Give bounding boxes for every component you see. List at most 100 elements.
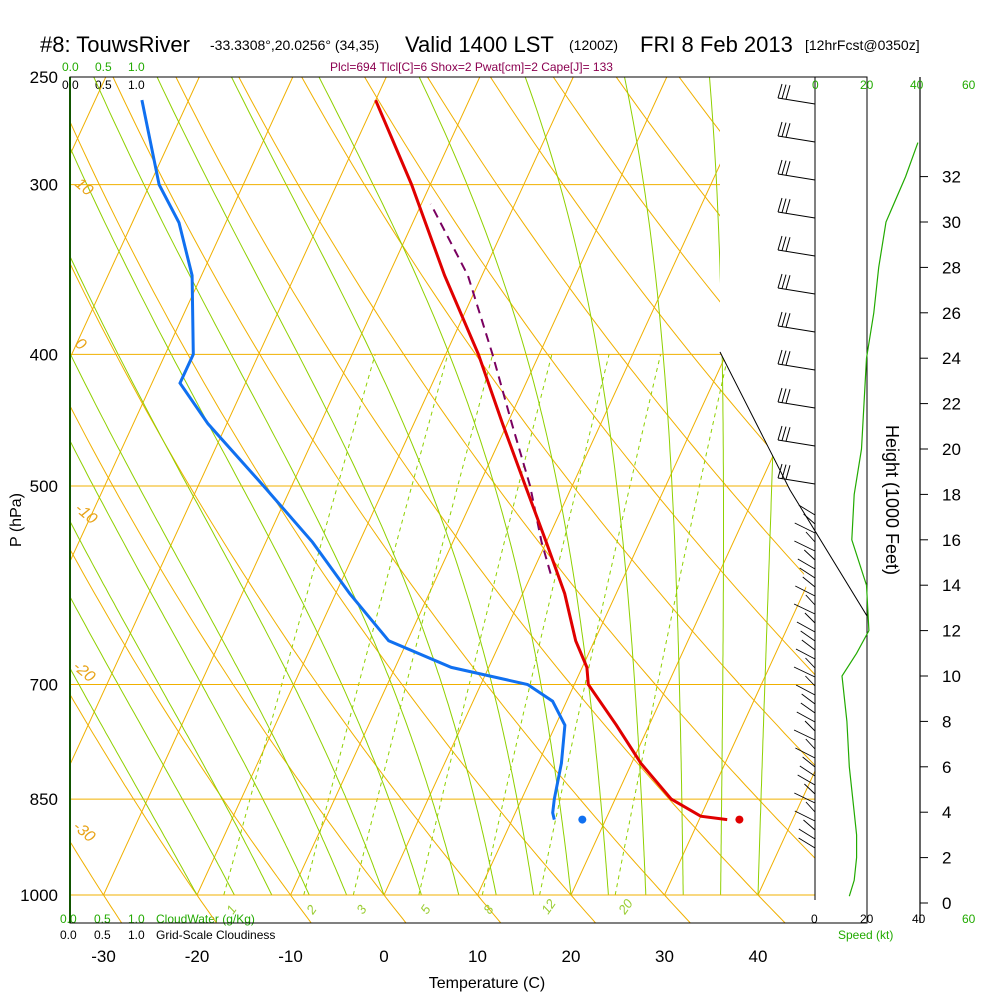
wind-barb-low [795,648,816,660]
wind-barb [777,425,816,447]
dry-adiabat-30 [112,77,692,923]
dry-adiabat-60 [301,77,867,820]
height-tick-2: 2 [942,849,951,868]
cloudiness-label: Grid-Scale Cloudiness [156,928,275,942]
wind-barb-flag [785,427,791,442]
wind-barb-low-staff [798,828,816,840]
wind-barbs [777,83,816,849]
dry-adiabat--10 [70,548,312,923]
wind-barb [777,197,816,219]
wind-barb-staff [777,401,816,409]
wind-barb-low [799,765,816,777]
cloud-scale-bottom-black-0: 0.0 [60,928,77,942]
wind-barb-flag [781,198,787,213]
wind-barb-flag [777,349,783,365]
wind-barb-staff [777,477,816,485]
wind-panel-edge [719,351,867,617]
wind-barb [777,83,816,105]
height-tick-22: 22 [942,395,961,414]
height-tick-4: 4 [942,803,951,822]
wind-barb-low [796,711,816,723]
wind-barb-flag [777,121,783,137]
station-title: #8: TouwsRiver [40,32,190,57]
wind-speed-profile [841,142,919,897]
isotherm--80 [0,77,12,895]
moist-adiabat--8 [70,439,310,896]
wind-barb-low-staff [802,576,816,588]
wind-barb-low [805,531,816,543]
wind-barb [777,235,816,257]
temperature-tick--10: -10 [278,947,303,966]
wind-barb-low-staff [801,693,816,705]
speed-axis-label: Speed (kt) [838,928,893,942]
dry-adiabat-40 [175,77,786,923]
dry-adiabat--40 [0,53,27,924]
wind-barb-low [802,576,816,588]
wind-barb-staff [777,97,816,105]
valid-time: Valid 1400 LST [405,32,554,57]
wind-barb-low [801,639,816,651]
wind-barb-low [805,738,816,750]
wind-barb-low-staff [795,684,816,696]
pressure-tick-250: 250 [30,68,58,87]
temperature-tick-10: 10 [468,947,487,966]
dry-adiabat-170 [972,53,1000,924]
forecast-label: [12hrFcst@0350z] [805,37,920,53]
wind-barb-low [804,783,816,795]
wind-barb [777,387,816,409]
dry-adiabat-20 [70,120,597,923]
wind-barb-low [797,774,816,786]
wind-panel-mask [720,77,867,923]
wind-barb-low-staff [799,567,816,579]
wind-barb-staff [777,249,816,257]
wind-barb-staff [777,325,816,333]
wind-barb-low-staff [796,711,816,723]
pressure-tick-850: 850 [30,790,58,809]
height-tick-6: 6 [942,758,951,777]
wind-barb-low-staff [805,594,816,606]
mixing-ratio-5 [418,354,553,896]
wind-barb-low-staff [796,621,816,633]
isotherm-50 [851,860,867,896]
wind-barb-flag [777,197,783,213]
wind-barb [777,159,816,181]
temperature-tick--20: -20 [185,947,210,966]
wind-barb-flag [785,237,791,252]
height-tick-32: 32 [942,168,961,187]
station-coords: -33.3308°,20.0256° (34,35) [210,37,379,53]
temperature-axis: -30 -20 -10 0 10 20 30 40 [91,947,767,966]
wind-barb-flag [781,464,787,479]
wind-barb-low [803,819,816,831]
dry-adiabat-label-4: -30 [69,818,98,846]
height-tick-18: 18 [942,485,961,504]
wind-barb-low-staff [794,810,816,822]
isotherm--60 [70,77,200,360]
height-tick-20: 20 [942,440,961,459]
moist-adiabat-16 [231,77,535,896]
dry-adiabat-80 [426,77,867,643]
wind-barb-low-staff [805,675,816,687]
dry-adiabat-label-1: 0 [71,335,89,354]
height-tick-14: 14 [942,576,961,595]
pressure-tick-300: 300 [30,176,58,195]
cloud-scale-bottom-green-0: 0.0 [60,912,77,926]
wind-barb-low [793,729,816,741]
wind-barb-low-staff [797,774,816,786]
wind-barb-flag [777,425,783,441]
plot-frame [69,76,868,924]
wind-barb-flag [777,463,783,479]
wind-barb-flag [785,465,791,480]
surface-dewpoint-marker [578,815,587,824]
height-tick-8: 8 [942,712,951,731]
wind-barb-low [804,720,816,732]
wind-barb-staff [777,363,816,371]
wind-barb [777,311,816,333]
utc-time: (1200Z) [569,37,618,53]
wind-barb-low [802,756,816,768]
temperature-tick-20: 20 [562,947,581,966]
moist-adiabat-28 [524,77,647,896]
moist-adiabat--16 [70,595,235,896]
dry-adiabat--20 [70,693,218,923]
